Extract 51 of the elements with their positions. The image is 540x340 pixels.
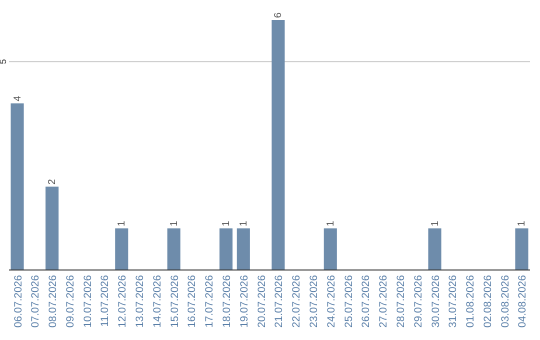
x-tick-label: 28.07.2026 [394, 274, 407, 328]
x-tick-label: 26.07.2026 [360, 274, 372, 328]
x-tick-label: 18.07.2026 [221, 274, 234, 328]
x-tick-label: 24.07.2026 [325, 274, 338, 328]
bar [515, 228, 528, 270]
x-tick-label: 10.07.2026 [82, 274, 94, 328]
data-label: 1 [116, 220, 128, 226]
data-label: 1 [516, 220, 528, 226]
x-tick-label: 30.07.2026 [430, 274, 442, 328]
x-tick-label: 25.07.2026 [342, 274, 355, 328]
data-label: 1 [430, 220, 441, 226]
bar [10, 103, 24, 270]
x-tick-label: 04.08.2026 [516, 274, 529, 328]
bar [167, 228, 180, 270]
x-tick-label: 09.07.2026 [64, 274, 76, 328]
data-label: 1 [221, 220, 232, 226]
x-tick-label: 02.08.2026 [482, 274, 494, 328]
data-label: 4 [12, 95, 24, 102]
x-tick-label: 12.07.2026 [116, 274, 129, 328]
x-tick-label: 31.07.2026 [447, 274, 460, 328]
bar [324, 228, 337, 270]
x-tick-label: 15.07.2026 [168, 274, 181, 328]
data-label: 6 [273, 12, 284, 18]
y-tick-label: 5 [0, 59, 8, 64]
x-tick-label: 23.07.2026 [308, 274, 320, 328]
x-tick-label: 22.07.2026 [290, 274, 303, 328]
x-tick-label: 14.07.2026 [151, 274, 164, 328]
x-tick-label: 06.07.2026 [12, 274, 24, 328]
data-label: 1 [238, 220, 250, 226]
bar [272, 20, 285, 270]
bar [115, 228, 128, 270]
data-label: 2 [47, 178, 58, 185]
bar [236, 228, 250, 270]
bar [219, 228, 233, 270]
x-tick-label: 16.07.2026 [186, 274, 198, 328]
x-tick-label: 07.07.2026 [30, 274, 42, 328]
x-tick-label: 27.07.2026 [378, 274, 390, 328]
x-tick-label: 03.08.2026 [499, 274, 512, 328]
x-tick-label: 11.07.2026 [99, 274, 112, 327]
x-tick-label: 13.07.2026 [134, 274, 146, 328]
x-tick-label: 29.07.2026 [412, 274, 424, 328]
data-label: 1 [168, 220, 180, 226]
x-tick-label: 20.07.2026 [256, 274, 268, 328]
x-tick-label: 08.07.2026 [47, 274, 60, 328]
bar [46, 186, 59, 270]
x-tick-label: 21.07.2026 [273, 274, 286, 328]
x-tick-label: 19.07.2026 [238, 274, 250, 328]
bar [428, 228, 442, 270]
x-tick-label: 01.08.2026 [464, 274, 477, 328]
data-label: 1 [325, 220, 336, 226]
x-tick-label: 17.07.2026 [204, 274, 216, 328]
